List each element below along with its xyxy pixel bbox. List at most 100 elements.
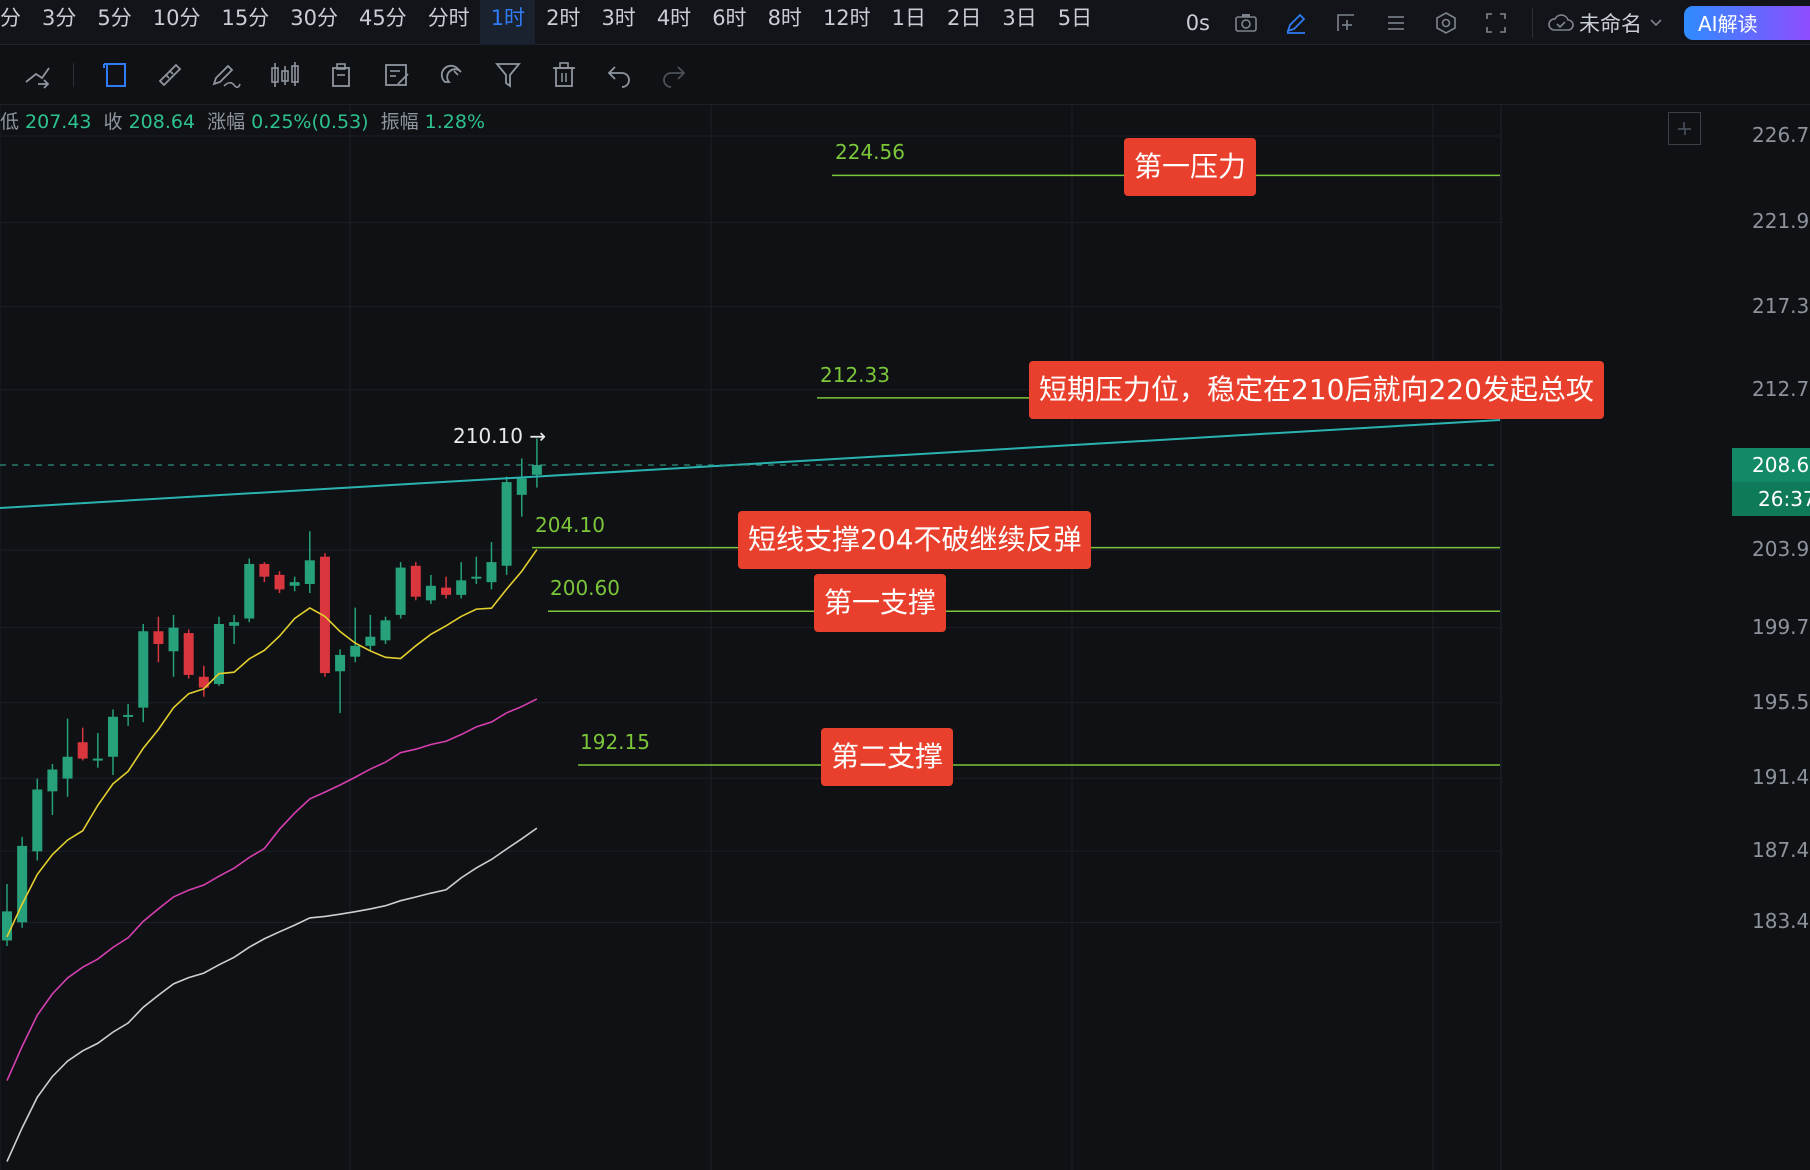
candle-body-13 bbox=[183, 633, 194, 675]
redo-icon[interactable] bbox=[657, 58, 691, 92]
price-axis-tick: 199.70 bbox=[1752, 614, 1810, 639]
timeframe-16[interactable]: 1日 bbox=[891, 6, 927, 30]
level-value-label: 212.33 bbox=[820, 362, 890, 387]
timeframe-12[interactable]: 4时 bbox=[656, 6, 692, 30]
level-value-label: 200.60 bbox=[550, 576, 620, 601]
timeframe-2[interactable]: 3分 bbox=[42, 6, 77, 30]
select-mode-icon[interactable] bbox=[99, 58, 133, 92]
trash-icon[interactable] bbox=[547, 58, 581, 92]
ai-interpret-button[interactable]: AI解读 bbox=[1684, 5, 1810, 40]
timeframe-14[interactable]: 8时 bbox=[767, 6, 802, 30]
level-annotation[interactable]: 短期压力位，稳定在210后就向220发起总攻 bbox=[1029, 360, 1604, 419]
level-value-label: 204.10 bbox=[535, 512, 605, 537]
timeframe-11[interactable]: 3时 bbox=[601, 6, 636, 30]
clipboard-icon[interactable] bbox=[324, 58, 358, 92]
level-annotation[interactable]: 第一压力 bbox=[1124, 138, 1257, 197]
price-axis-tick: 183.49 bbox=[1752, 909, 1810, 934]
candle-body-12 bbox=[168, 627, 179, 652]
candle-body-19 bbox=[274, 574, 285, 590]
timeframe-1[interactable]: 分 bbox=[0, 6, 21, 30]
magnet-icon[interactable] bbox=[435, 58, 469, 92]
candle-body-18 bbox=[259, 563, 270, 577]
candle-body-15 bbox=[213, 623, 224, 685]
chart-canvas[interactable] bbox=[0, 105, 1810, 1170]
candle-body-3 bbox=[32, 789, 43, 852]
amplitude-label: 振幅 bbox=[380, 111, 419, 133]
divider bbox=[1532, 7, 1533, 38]
camera-icon[interactable] bbox=[1232, 9, 1260, 37]
settings-icon[interactable] bbox=[1432, 9, 1460, 37]
price-axis-tick: 226.73 bbox=[1752, 122, 1810, 147]
amplitude-value: 1.28% bbox=[424, 111, 486, 133]
candlestick-icon[interactable] bbox=[268, 58, 302, 92]
candle-body-30 bbox=[441, 587, 452, 595]
candle-body-2 bbox=[17, 845, 28, 923]
price-chart[interactable]: 224.56 第一压力 212.33 短期压力位，稳定在210后就向220发起总攻 20… bbox=[0, 105, 1810, 1170]
close-value: 208.64 bbox=[128, 111, 196, 133]
low-value: 207.43 bbox=[25, 111, 92, 133]
filter-icon[interactable] bbox=[491, 58, 525, 92]
candle-body-10 bbox=[138, 631, 149, 708]
candle-body-9 bbox=[123, 714, 134, 717]
menu-lines-icon[interactable] bbox=[1382, 9, 1410, 37]
timeframe-17[interactable]: 2日 bbox=[947, 6, 982, 30]
layout-selector[interactable]: 未命名 bbox=[1547, 8, 1664, 38]
pencil-draw-icon[interactable] bbox=[209, 58, 243, 92]
candle-body-23 bbox=[335, 654, 346, 672]
fullscreen-icon[interactable] bbox=[1482, 9, 1510, 37]
price-axis-tick: 212.78 bbox=[1752, 376, 1810, 401]
candle-body-36 bbox=[531, 465, 542, 475]
countdown-label: 0s bbox=[1185, 10, 1210, 35]
cloud-icon bbox=[1548, 13, 1574, 31]
timeframe-7[interactable]: 45分 bbox=[358, 6, 407, 30]
add-window-icon[interactable] bbox=[1332, 9, 1360, 37]
ohlc-readout: 低 207.43 收 208.64 涨幅 0.25%(0.53) 振幅 1.28% bbox=[0, 107, 491, 134]
undo-icon[interactable] bbox=[602, 58, 636, 92]
top-right-controls: 0s 未命名 AI解读 bbox=[1186, 0, 1810, 45]
level-annotation[interactable]: 第二支撑 bbox=[821, 727, 954, 786]
timeframe-6[interactable]: 30分 bbox=[290, 6, 338, 30]
timeframe-4[interactable]: 10分 bbox=[152, 6, 201, 30]
candle-body-27 bbox=[395, 567, 406, 615]
level-value-label: 224.56 bbox=[835, 140, 905, 165]
timeframe-15[interactable]: 12时 bbox=[822, 6, 871, 30]
timeframe-10[interactable]: 2时 bbox=[546, 6, 581, 30]
candle-body-14 bbox=[198, 676, 209, 688]
candle-body-16 bbox=[229, 622, 240, 626]
candle-body-8 bbox=[107, 716, 118, 757]
timeframe-18[interactable]: 3日 bbox=[1002, 6, 1037, 30]
candle-body-33 bbox=[486, 562, 497, 583]
bar-countdown-tag: 26:37 bbox=[1732, 482, 1810, 516]
candle-body-7 bbox=[92, 758, 103, 761]
candle-body-24 bbox=[350, 645, 361, 657]
timeframe-8[interactable]: 分时 bbox=[427, 6, 470, 30]
level-value-label: 192.15 bbox=[580, 729, 650, 754]
drawing-toolbar bbox=[0, 45, 1810, 105]
candle-body-21 bbox=[304, 560, 315, 584]
timeframe-13[interactable]: 6时 bbox=[712, 6, 747, 30]
candle-body-34 bbox=[501, 482, 512, 566]
candle-body-31 bbox=[456, 580, 467, 595]
toolbar-divider bbox=[73, 63, 74, 87]
trendline bbox=[0, 419, 1501, 509]
chart-corner-button[interactable] bbox=[1668, 112, 1701, 145]
timeframe-bar: 分 3分 5分 10分 15分 30分 45分 分时 1时 2时 3时 4时 6时 8时 12时 1日 2日 3日… bbox=[0, 0, 1810, 45]
timeframe-3[interactable]: 5分 bbox=[97, 6, 132, 30]
price-axis-tick: 187.41 bbox=[1752, 838, 1810, 863]
timeframe-5[interactable]: 15分 bbox=[221, 6, 270, 30]
level-annotation[interactable]: 短线支撑204不破继续反弹 bbox=[738, 510, 1092, 569]
price-axis-tick: 221.98 bbox=[1752, 209, 1810, 234]
layout-name: 未命名 bbox=[1579, 11, 1642, 36]
price-axis-tick: 191.42 bbox=[1752, 765, 1810, 790]
ma-fast-line bbox=[6, 549, 538, 938]
level-annotation[interactable]: 第一支撑 bbox=[814, 574, 947, 633]
candle-body-29 bbox=[425, 585, 436, 601]
change-label: 涨幅 bbox=[207, 111, 246, 133]
close-label: 收 bbox=[103, 111, 123, 133]
ruler-icon[interactable] bbox=[153, 58, 187, 92]
timeframe-9[interactable]: 1时 bbox=[479, 0, 536, 45]
drawing-toggle-icon[interactable] bbox=[20, 58, 54, 92]
pen-icon[interactable] bbox=[1282, 9, 1310, 37]
timeframe-19[interactable]: 5日 bbox=[1057, 6, 1093, 30]
note-edit-icon[interactable] bbox=[380, 58, 414, 92]
